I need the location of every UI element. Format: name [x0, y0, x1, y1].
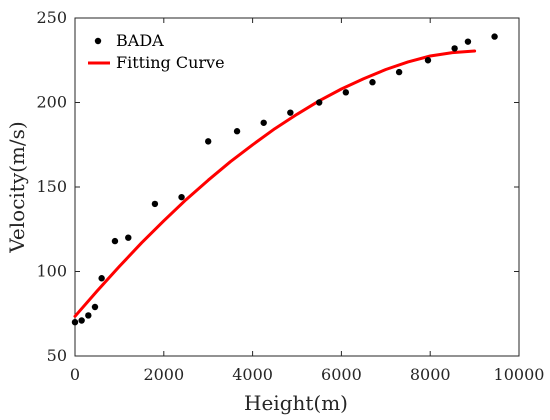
bada-point	[260, 119, 267, 126]
bada-point	[233, 128, 241, 135]
bada-point	[151, 200, 159, 208]
bada-points-layer	[71, 33, 498, 326]
x-tick-label: 4000	[232, 365, 273, 384]
bada-point	[85, 312, 92, 319]
bada-point	[98, 275, 105, 282]
bada-point	[78, 317, 85, 324]
fitting-curve-layer	[73, 49, 477, 318]
x-tick-label: 6000	[321, 365, 362, 384]
legend-label-bada: BADA	[116, 31, 164, 50]
legend-box	[80, 26, 230, 76]
y-tick-label: 250	[36, 8, 67, 27]
y-tick-label: 100	[36, 262, 67, 281]
x-tick-label: 10000	[494, 365, 545, 384]
bada-point	[491, 33, 498, 40]
bada-point	[451, 45, 458, 52]
bada-point	[125, 234, 132, 241]
bada-point	[71, 319, 79, 326]
bada-point	[316, 99, 323, 106]
bada-point	[342, 89, 350, 96]
bada-point	[369, 79, 376, 86]
legend-label-fitting-curve: Fitting Curve	[116, 53, 225, 72]
bada-point	[287, 109, 294, 116]
axis-ticks: 0 2000 4000 6000 8000 10000 50 100 150 200 250	[36, 8, 544, 384]
x-tick-label: 8000	[410, 365, 451, 384]
bada-point	[464, 38, 472, 45]
fitting-curve-line	[73, 49, 477, 318]
y-tick-label: 50	[47, 346, 67, 365]
y-tick-label: 150	[36, 177, 67, 196]
bada-point	[205, 138, 212, 145]
y-tick-label: 200	[36, 93, 67, 112]
x-tick-label: 0	[70, 365, 80, 384]
bada-point	[424, 57, 432, 64]
bada-point	[178, 193, 185, 201]
x-tick-label: 2000	[143, 365, 184, 384]
legend: BADA Fitting Curve	[80, 26, 230, 76]
y-axis-label: Velocity(m/s)	[5, 121, 29, 253]
bada-point	[111, 237, 119, 245]
bada-point	[395, 68, 403, 76]
bada-point	[91, 303, 99, 311]
x-axis-label: Height(m)	[244, 391, 348, 415]
legend-marker-bada	[94, 37, 102, 45]
